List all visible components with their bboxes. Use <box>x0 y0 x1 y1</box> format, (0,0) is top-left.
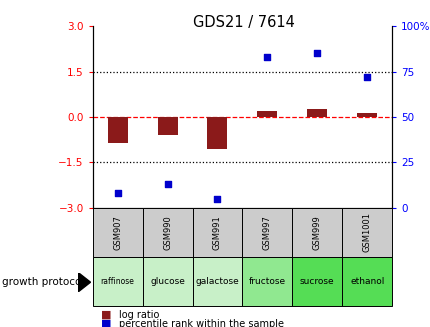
Bar <box>242 257 292 306</box>
Text: glucose: glucose <box>150 277 184 286</box>
Text: growth protocol: growth protocol <box>2 277 84 287</box>
Text: log ratio: log ratio <box>119 310 160 319</box>
Point <box>114 191 121 196</box>
Text: GSM999: GSM999 <box>312 215 321 250</box>
Text: galactose: galactose <box>195 277 239 286</box>
Text: percentile rank within the sample: percentile rank within the sample <box>119 319 284 327</box>
Bar <box>142 208 192 257</box>
Text: GSM990: GSM990 <box>163 215 172 250</box>
Text: GSM997: GSM997 <box>262 215 271 250</box>
Text: ■: ■ <box>101 319 111 327</box>
Bar <box>207 117 227 149</box>
Bar <box>292 208 341 257</box>
Polygon shape <box>78 273 90 292</box>
Bar <box>92 257 142 306</box>
Text: ethanol: ethanol <box>349 277 384 286</box>
Bar <box>356 113 376 117</box>
Point <box>164 181 171 187</box>
Bar <box>307 109 326 117</box>
Bar <box>108 117 127 143</box>
Point <box>263 54 270 60</box>
Text: GSM907: GSM907 <box>113 215 122 250</box>
Text: GDS21 / 7614: GDS21 / 7614 <box>192 15 294 30</box>
Text: sucrose: sucrose <box>299 277 334 286</box>
Bar <box>257 111 277 117</box>
Text: GSM1001: GSM1001 <box>362 212 371 252</box>
Text: ■: ■ <box>101 310 111 319</box>
Bar <box>341 208 391 257</box>
Bar <box>192 208 242 257</box>
Bar <box>292 257 341 306</box>
Point <box>214 196 221 201</box>
Point <box>313 51 320 56</box>
Point <box>363 74 370 79</box>
Bar <box>192 257 242 306</box>
Bar <box>142 257 192 306</box>
Bar <box>92 208 142 257</box>
Text: fructose: fructose <box>248 277 285 286</box>
Text: raffinose: raffinose <box>101 277 134 286</box>
Bar <box>242 208 292 257</box>
Text: GSM991: GSM991 <box>212 215 221 250</box>
Bar <box>157 117 177 135</box>
Bar <box>341 257 391 306</box>
